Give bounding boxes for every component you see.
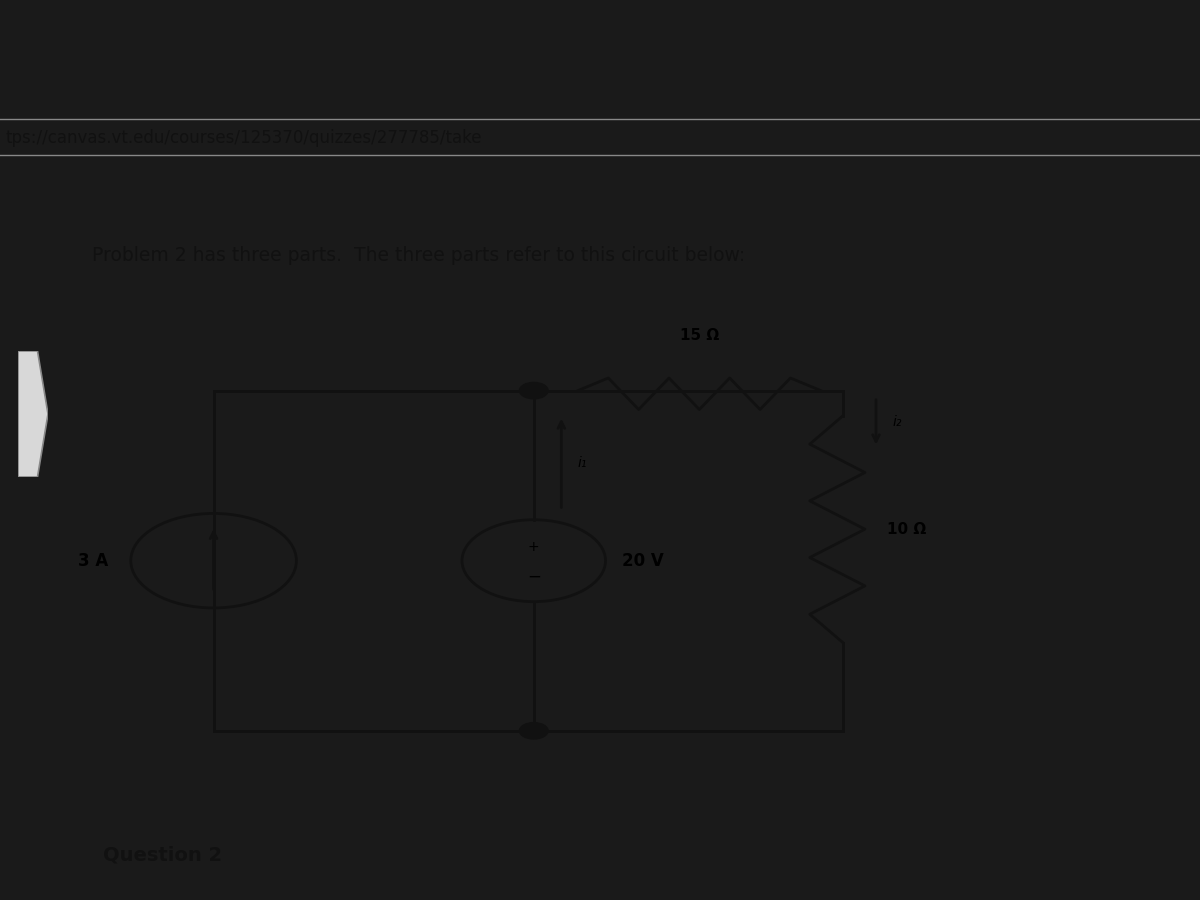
Circle shape bbox=[520, 382, 548, 399]
Text: tps://canvas.vt.edu/courses/125370/quizzes/277785/take: tps://canvas.vt.edu/courses/125370/quizz… bbox=[6, 129, 482, 147]
Text: i₂: i₂ bbox=[893, 415, 902, 429]
Circle shape bbox=[520, 723, 548, 739]
Polygon shape bbox=[18, 351, 48, 477]
Text: 20 V: 20 V bbox=[622, 552, 664, 570]
Text: 15 Ω: 15 Ω bbox=[679, 328, 719, 344]
Text: Problem 2 has three parts.  The three parts refer to this circuit below:: Problem 2 has three parts. The three par… bbox=[92, 246, 745, 265]
Text: Question 2: Question 2 bbox=[103, 846, 222, 865]
Text: i₁: i₁ bbox=[578, 456, 588, 470]
Text: 10 Ω: 10 Ω bbox=[887, 522, 926, 536]
Text: +: + bbox=[528, 540, 540, 554]
Text: −: − bbox=[527, 568, 541, 586]
Text: 3 A: 3 A bbox=[78, 552, 109, 570]
